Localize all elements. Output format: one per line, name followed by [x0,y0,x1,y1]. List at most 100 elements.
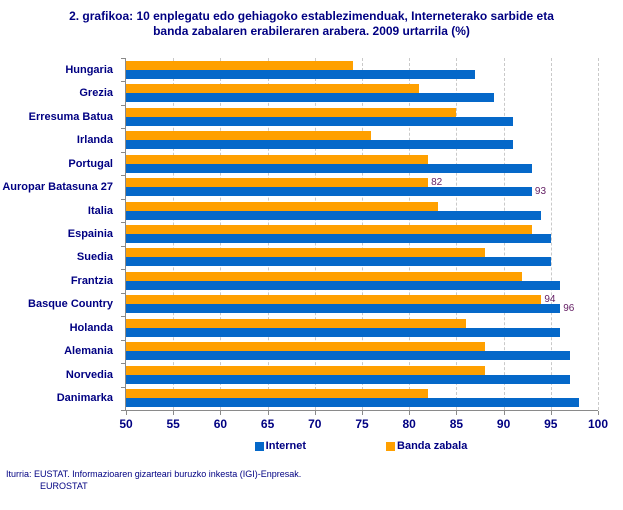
category-label-holanda: Holanda [69,321,113,334]
internet-bar-alemania [126,351,570,361]
banda-zabala-bar-alemania [126,342,485,352]
internet-bar-basque-country [126,304,561,314]
x-tick-100 [598,411,599,415]
source-line2: EUROSTAT [40,481,88,491]
category-label-irlanda: Irlanda [76,134,113,147]
banda-zabala-bar-portugal [126,154,429,164]
bar-line [126,225,598,235]
x-tick-label-75: 75 [355,417,369,431]
x-tick-label-65: 65 [260,417,275,431]
internet-bar-portugal [126,163,532,173]
bar-line [126,342,598,352]
value-label-internet-auropar-batasuna-27: 93 [534,186,547,198]
x-tick-60 [220,411,222,415]
y-tick [121,175,125,177]
bar-line [126,163,598,173]
internet-bar-espainia [126,234,551,244]
banda-zabala-bar-erresuma-batua [126,107,457,117]
bar-line [126,280,598,290]
bar-line [126,201,598,211]
internet-bar-irlanda [126,140,514,150]
bar-group-portugal [126,152,598,175]
internet-bar-erresuma-batua [126,116,514,126]
bar-line [126,365,598,375]
bar-line [126,248,598,258]
bar-line [126,318,598,328]
x-tick-label-80: 80 [402,417,416,431]
category-label-erresuma-batua: Erresuma Batua [28,110,113,123]
bar-group-basque-country: 94 96 [126,293,598,316]
y-tick [121,198,125,200]
bar-group-grezia [126,81,598,104]
banda-zabala-bar-grezia [126,84,419,94]
bar-rows: 82 93 94 96 [126,58,598,410]
category-label-basque-country: Basque Country [28,298,113,311]
y-tick [121,269,125,271]
banda-zabala-bar-hungaria [126,60,353,70]
bar-group-danimarka [126,387,598,410]
x-tick-80 [409,411,411,415]
x-tick-label-95: 95 [544,417,558,431]
y-tick [121,245,125,247]
bar-group-suedia [126,246,598,269]
x-tick-95 [550,411,552,415]
gridline-100 [598,58,599,410]
y-tick [121,104,125,106]
bar-line [126,271,598,281]
internet-bar-norvedia [126,374,570,384]
category-label-italia: Italia [87,204,113,217]
banda-zabala-bar-basque-country [126,295,542,305]
banda-zabala-bar-italia [126,201,438,211]
y-axis-labels: Hungaria Grezia Erresuma Batua Irlanda Portu… [0,58,120,410]
bar-line [126,60,598,70]
banda-zabala-bar-danimarka [126,389,429,399]
x-tick-55 [173,411,175,415]
bar-group-hungaria [126,58,598,81]
internet-bar-danimarka [126,398,580,408]
chart-title-line1: 2. grafikoa: 10 enplegatu edo gehiagoko … [69,9,554,23]
source-note: Iturria: EUSTAT. Informazioaren gizartea… [6,468,301,492]
y-tick [121,292,125,294]
category-label-auropar-batasuna-27: Auropar Batasuna 27 [2,181,113,194]
x-tick-label-100: 100 [587,417,609,431]
banda-zabala-bar-frantzia [126,271,523,281]
y-tick [121,151,125,153]
source-line1: Iturria: EUSTAT. Informazioaren gizartea… [6,469,302,479]
bar-group-italia [126,199,598,222]
value-label-internet-basque-country: 96 [563,303,575,315]
y-tick [121,386,125,388]
bar-line [126,234,598,244]
x-tick-label-55: 55 [166,417,180,431]
x-tick-85 [456,411,458,415]
legend-item-internet: Internet [254,440,306,452]
x-tick-70 [314,411,316,415]
banda-zabala-bar-holanda [126,318,466,328]
x-tick-75 [362,411,363,415]
bar-line [126,84,598,94]
banda-zabala-bar-auropar-batasuna-27 [126,178,429,188]
bar-line [126,327,598,337]
internet-bar-holanda [126,327,561,337]
banda-zabala-bar-irlanda [126,131,372,141]
legend-item-banda-zabala: Banda zabala [386,440,467,452]
bar-line: 94 [126,295,598,305]
internet-bar-hungaria [126,69,476,79]
bar-group-espainia [126,222,598,245]
bar-line [126,351,598,361]
bar-line: 96 [126,303,598,315]
y-tick [121,222,125,224]
chart-title-line2: banda zabalaren erabileraren arabera. 20… [153,24,470,38]
category-label-grezia: Grezia [79,87,113,100]
banda-zabala-bar-suedia [126,248,485,258]
category-label-alemania: Alemania [64,345,113,358]
x-tick-label-85: 85 [449,417,464,431]
category-label-portugal: Portugal [68,157,113,170]
bar-line [126,398,598,408]
banda-zabala-bar-espainia [126,225,532,235]
bar-group-erresuma-batua [126,105,598,128]
y-tick [121,81,125,83]
y-tick [121,128,125,130]
bar-group-norvedia [126,363,598,386]
x-tick-label-70: 70 [308,417,322,431]
